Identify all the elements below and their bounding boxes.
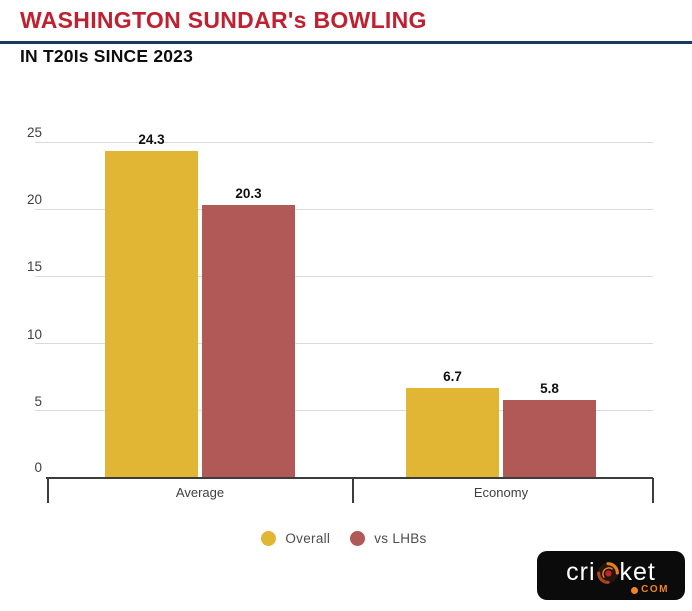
category-label: Economy xyxy=(473,485,529,500)
bar-value-label: 20.3 xyxy=(235,186,262,202)
y-tick-label: 5 xyxy=(34,393,42,409)
legend-item: vs LHBs xyxy=(350,530,427,546)
legend-label: Overall xyxy=(285,530,331,546)
bar-vs-lhbs xyxy=(202,205,295,477)
bar-overall xyxy=(105,151,198,477)
logo-text-left: cri xyxy=(566,558,596,586)
legend-label: vs LHBs xyxy=(374,530,427,546)
title-divider xyxy=(0,41,692,44)
dot-icon xyxy=(631,586,639,594)
bar-value-label: 24.3 xyxy=(138,132,165,148)
gridline xyxy=(35,343,653,345)
logo-com-suffix: COM xyxy=(631,585,669,595)
page-title: WASHINGTON SUNDAR's BOWLING xyxy=(20,7,427,33)
gridline xyxy=(35,275,653,277)
cricket-com-logo: cri ket COM xyxy=(537,551,685,600)
legend-swatch-icon xyxy=(350,530,366,546)
gridline xyxy=(35,208,653,210)
bar-overall xyxy=(406,387,499,477)
gridline xyxy=(35,141,653,143)
y-tick-label: 0 xyxy=(34,460,42,475)
x-axis-tick xyxy=(352,478,354,503)
x-axis-tick xyxy=(652,478,654,503)
cricket-ball-icon xyxy=(596,561,619,584)
category-label: Average xyxy=(175,485,225,500)
gridline xyxy=(35,410,653,412)
x-axis-line xyxy=(46,477,653,480)
y-tick-label: 15 xyxy=(26,259,42,275)
x-axis-tick xyxy=(47,478,49,503)
logo-text-right: ket xyxy=(619,558,656,586)
bar-value-label: 5.8 xyxy=(540,381,559,397)
page-subtitle: IN T20Is SINCE 2023 xyxy=(20,46,194,66)
legend-swatch-icon xyxy=(261,530,277,546)
y-tick-label: 20 xyxy=(26,192,42,208)
chart-legend: Overall vs LHBs xyxy=(0,527,688,549)
y-tick-label: 10 xyxy=(26,326,42,342)
legend-item: Overall xyxy=(261,530,331,546)
bar-value-label: 6.7 xyxy=(443,368,462,384)
y-tick-label: 25 xyxy=(26,125,42,140)
bar-vs-lhbs xyxy=(503,400,596,477)
logo-text: cri ket xyxy=(566,560,656,585)
